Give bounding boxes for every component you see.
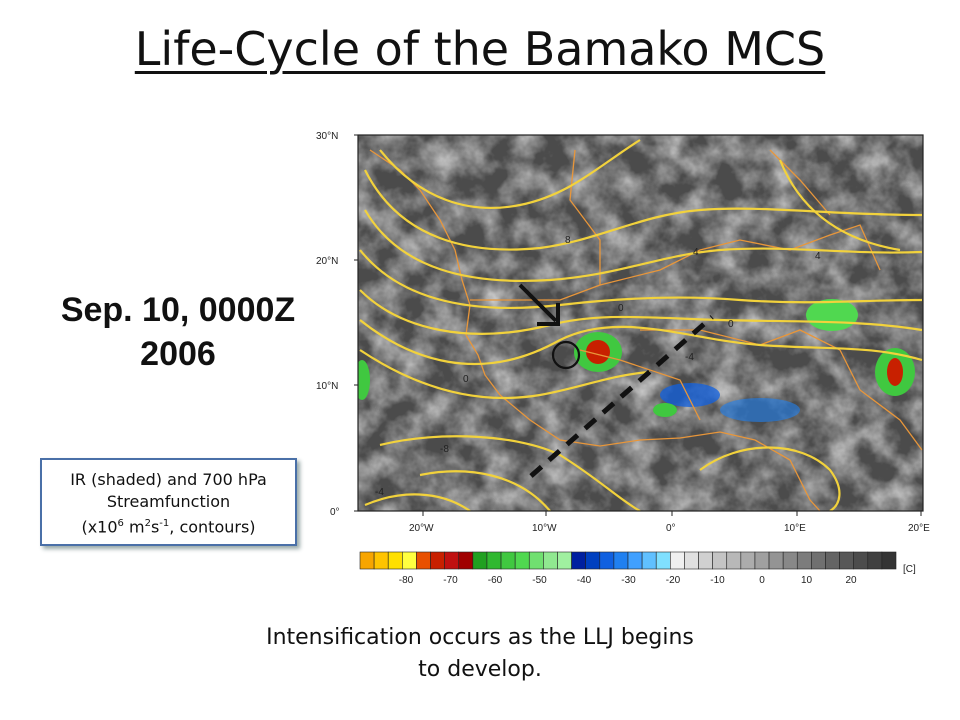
colorbar-swatch xyxy=(514,551,530,570)
colorbar-tick-label: -70 xyxy=(443,575,458,586)
colorbar-swatch xyxy=(387,551,403,570)
colorbar-swatch xyxy=(528,551,544,570)
contour-label-7: -4 xyxy=(685,352,694,363)
colorbar-swatch xyxy=(768,551,784,570)
caption: Intensification occurs as the LLJ begins… xyxy=(200,622,760,686)
arrow-icon xyxy=(518,283,560,326)
colorbar-swatch xyxy=(444,551,460,570)
colorbar-swatch xyxy=(825,551,840,570)
colorbar-swatch xyxy=(754,551,770,570)
colorbar-swatch xyxy=(613,551,629,570)
caption-line-2: to develop. xyxy=(418,657,542,682)
colorbar-swatch xyxy=(881,551,897,570)
colorbar-swatch xyxy=(712,551,728,570)
colorbar-swatch xyxy=(867,551,883,570)
colorbar-tick-label: -10 xyxy=(710,575,725,586)
colorbar-swatch xyxy=(641,551,657,570)
colorbar-swatch xyxy=(557,551,572,570)
colorbar-swatch xyxy=(839,551,854,570)
colorbar-tick-label: 0 xyxy=(759,575,765,586)
colorbar-swatch xyxy=(430,551,445,570)
colorbar-swatch xyxy=(373,551,389,570)
colorbar-swatch xyxy=(698,551,713,570)
colorbar-tick-label: -80 xyxy=(399,575,414,586)
lon-label-10w: 10°W xyxy=(532,523,557,534)
legend-line-1: IR (shaded) and 700 hPa xyxy=(70,470,267,489)
streamfunction-contours xyxy=(359,139,923,511)
contour-label-2: 4 xyxy=(693,247,699,258)
lon-labels: 20°W 10°W 0° 10°E 20°E xyxy=(409,523,930,534)
colorbar-tick-label: 20 xyxy=(845,575,857,586)
legend-line-3: (x106 m2s-1, contours) xyxy=(81,517,256,537)
colorbar-swatch xyxy=(811,551,826,570)
colorbar-swatch xyxy=(571,551,586,570)
colorbar-swatch xyxy=(627,551,643,570)
slide-title-text: Life-Cycle of the Bamako MCS xyxy=(134,22,826,76)
colorbar-unit: [C] xyxy=(903,564,916,575)
contour-labels: 8 4 4 0 0 0 -4 -4 -8 xyxy=(375,235,821,498)
colorbar-swatch xyxy=(655,551,671,570)
colorbar-swatch xyxy=(472,551,488,570)
lat-labels: 30°N 20°N 10°N 0° xyxy=(316,131,340,518)
lat-label-20n: 20°N xyxy=(316,256,338,267)
slide-title: Life-Cycle of the Bamako MCS xyxy=(0,22,960,76)
colorbar-swatch xyxy=(500,551,516,570)
lat-label-30n: 30°N xyxy=(316,131,338,142)
caption-line-1: Intensification occurs as the LLJ begins xyxy=(266,625,694,650)
contour-label-5: 0 xyxy=(463,374,469,385)
colorbar-swatch xyxy=(782,551,798,570)
contour-label-9: -8 xyxy=(440,444,449,455)
map-plot-area: 8 4 4 0 0 0 -4 -4 -8 xyxy=(358,135,923,511)
colorbar-tick-label: -20 xyxy=(666,575,681,586)
colorbar-tick-label: 10 xyxy=(801,575,813,586)
colorbar-swatch xyxy=(740,551,756,570)
colorbar-swatch xyxy=(359,551,375,570)
contour-label-8: -4 xyxy=(375,487,384,498)
colorbar-swatch xyxy=(458,551,474,570)
contour-label-4: 0 xyxy=(618,303,624,314)
mcs-circle-marker xyxy=(551,340,581,370)
contour-label-3: 4 xyxy=(815,251,821,262)
lon-label-20w: 20°W xyxy=(409,523,434,534)
colorbar-swatch xyxy=(853,551,869,570)
colorbar-swatch xyxy=(684,551,699,570)
colorbar-tick-label: -30 xyxy=(621,575,636,586)
lon-label-20e: 20°E xyxy=(908,523,930,534)
colorbar-swatch xyxy=(726,551,742,570)
colorbar-swatch xyxy=(796,551,812,570)
date-line-1: Sep. 10, 0000Z xyxy=(60,291,296,329)
contour-label-6: 0 xyxy=(728,319,734,330)
map-frame xyxy=(357,134,924,512)
colorbar-swatch xyxy=(486,551,502,570)
map-ticks xyxy=(354,134,922,516)
lon-label-0: 0° xyxy=(666,523,676,534)
colorbar: -80 -70 -60 -50 -40 -30 -20 -10 0 10 20 xyxy=(359,551,897,586)
colorbar-swatch xyxy=(402,551,417,570)
llj-dashed-line xyxy=(529,315,714,478)
colorbar-swatch xyxy=(416,551,431,570)
colorbar-tick-label: -60 xyxy=(488,575,503,586)
colorbar-tick-label: -50 xyxy=(532,575,547,586)
date-line-2: 2006 xyxy=(140,335,216,373)
convective-cells xyxy=(358,299,915,422)
legend-box: IR (shaded) and 700 hPa Streamfunction (… xyxy=(40,458,297,546)
colorbar-tick-label: -40 xyxy=(577,575,592,586)
legend-line-2: Streamfunction xyxy=(106,492,231,511)
date-label: Sep. 10, 0000Z 2006 xyxy=(28,288,328,376)
contour-label-1: 8 xyxy=(565,235,571,246)
lat-label-10n: 10°N xyxy=(316,381,338,392)
colorbar-swatch xyxy=(585,551,601,570)
colorbar-swatch xyxy=(670,551,685,570)
lon-label-10e: 10°E xyxy=(784,523,806,534)
colorbar-swatch xyxy=(599,551,615,570)
colorbar-swatch xyxy=(543,551,558,570)
lat-label-eq: 0° xyxy=(330,507,340,518)
